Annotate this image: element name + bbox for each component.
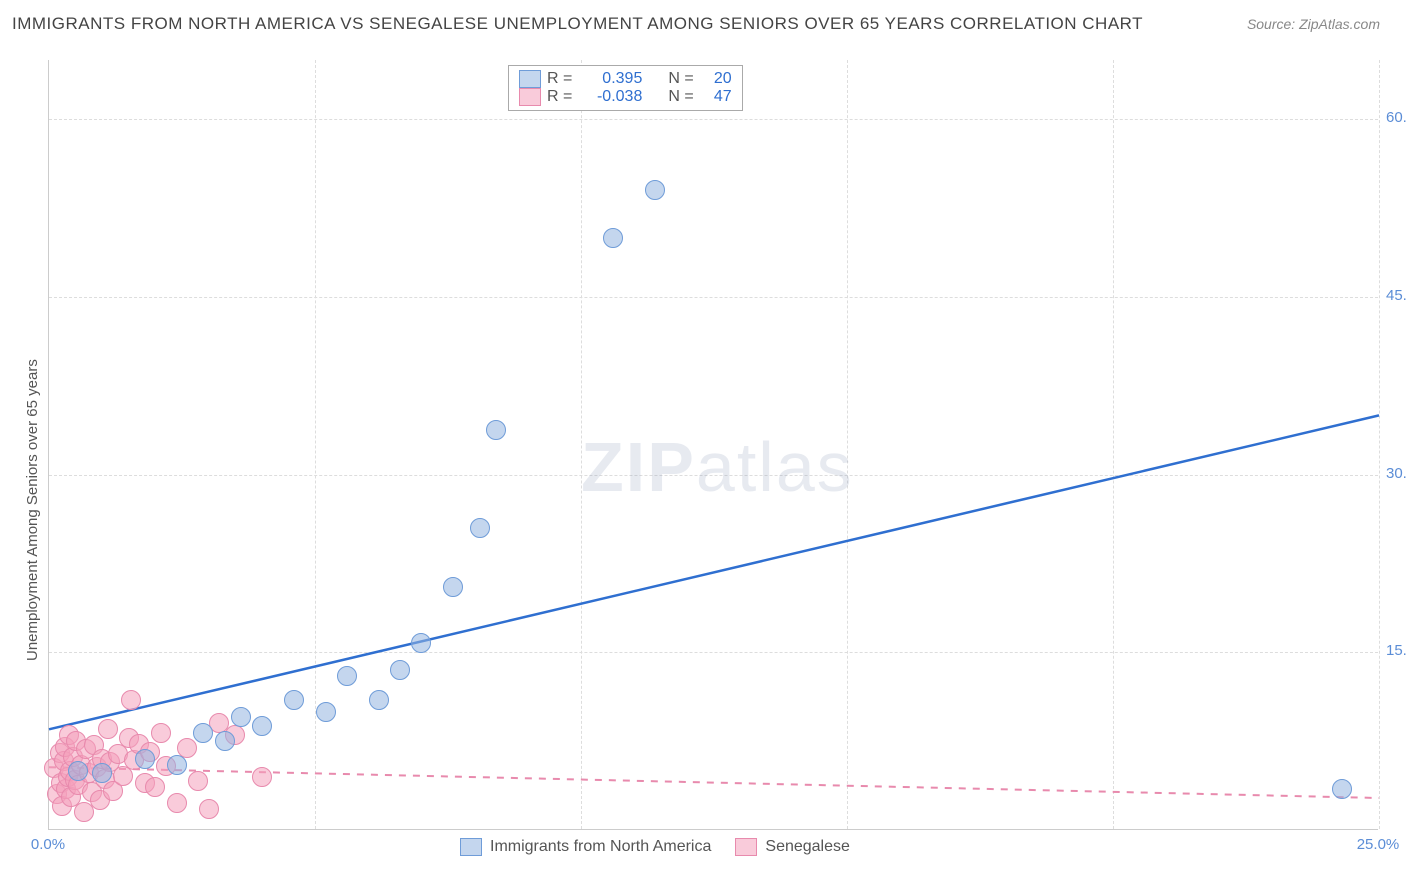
- r-label: R =: [547, 70, 572, 88]
- data-point-sen: [151, 723, 171, 743]
- data-point-na: [68, 761, 88, 781]
- data-point-sen: [121, 690, 141, 710]
- legend-label-na: Immigrants from North America: [490, 838, 711, 856]
- swatch-sen: [519, 88, 541, 106]
- x-tick-label: 0.0%: [18, 836, 78, 853]
- correlation-row-na: R = 0.395 N = 20: [519, 70, 732, 88]
- data-point-sen: [199, 799, 219, 819]
- swatch-na: [519, 70, 541, 88]
- legend-label-sen: Senegalese: [765, 838, 850, 856]
- data-point-na: [215, 731, 235, 751]
- data-point-na: [231, 707, 251, 727]
- chart-title: IMMIGRANTS FROM NORTH AMERICA VS SENEGAL…: [12, 14, 1143, 34]
- source-label: Source: ZipAtlas.com: [1247, 16, 1380, 32]
- data-point-na: [486, 420, 506, 440]
- data-point-na: [316, 702, 336, 722]
- grid-line-v: [1379, 60, 1380, 829]
- series-legend: Immigrants from North America Senegalese: [460, 838, 850, 856]
- y-tick-label: 15.0%: [1386, 642, 1406, 659]
- data-point-na: [645, 180, 665, 200]
- data-point-na: [603, 228, 623, 248]
- y-tick-label: 30.0%: [1386, 465, 1406, 482]
- data-point-na: [337, 666, 357, 686]
- data-point-na: [390, 660, 410, 680]
- data-point-na: [252, 716, 272, 736]
- y-tick-label: 60.0%: [1386, 109, 1406, 126]
- data-point-sen: [188, 771, 208, 791]
- y-tick-label: 45.0%: [1386, 287, 1406, 304]
- data-point-na: [92, 763, 112, 783]
- plot-area: ZIPatlas: [48, 60, 1378, 830]
- data-point-sen: [167, 793, 187, 813]
- legend-item-sen: Senegalese: [735, 838, 850, 856]
- y-axis-label: Unemployment Among Seniors over 65 years: [24, 359, 41, 661]
- data-point-sen: [145, 777, 165, 797]
- data-point-na: [135, 749, 155, 769]
- data-point-na: [284, 690, 304, 710]
- trend-line-na: [49, 415, 1379, 729]
- data-point-na: [193, 723, 213, 743]
- correlation-legend: R = 0.395 N = 20 R = -0.038 N = 47: [508, 65, 743, 111]
- n-label: N =: [668, 70, 693, 88]
- data-point-na: [167, 755, 187, 775]
- data-point-na: [411, 633, 431, 653]
- data-point-na: [369, 690, 389, 710]
- n-value-sen: 47: [700, 88, 732, 106]
- n-value-na: 20: [700, 70, 732, 88]
- data-point-na: [1332, 779, 1352, 799]
- n-label: N =: [668, 88, 693, 106]
- x-tick-label: 25.0%: [1348, 836, 1406, 853]
- data-point-na: [443, 577, 463, 597]
- data-point-sen: [98, 719, 118, 739]
- trend-line-sen: [49, 767, 1379, 798]
- r-value-sen: -0.038: [578, 88, 642, 106]
- data-point-sen: [252, 767, 272, 787]
- data-point-na: [470, 518, 490, 538]
- swatch-na: [460, 838, 482, 856]
- correlation-row-sen: R = -0.038 N = 47: [519, 88, 732, 106]
- swatch-sen: [735, 838, 757, 856]
- legend-item-na: Immigrants from North America: [460, 838, 711, 856]
- r-label: R =: [547, 88, 572, 106]
- r-value-na: 0.395: [578, 70, 642, 88]
